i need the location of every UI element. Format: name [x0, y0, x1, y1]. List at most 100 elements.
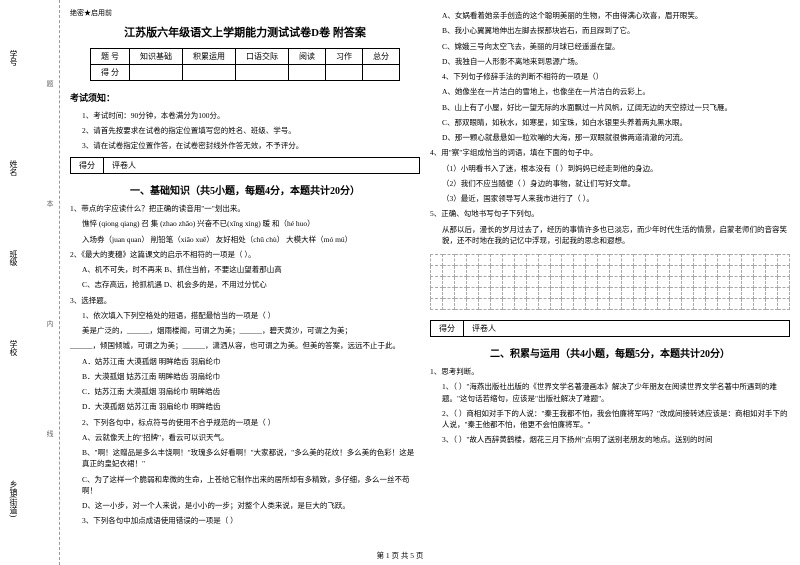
grid-cell — [502, 277, 514, 288]
th-5: 习作 — [326, 49, 363, 65]
grid-cell — [658, 299, 670, 310]
grid-cell — [717, 299, 729, 310]
r3: C、嫦娥三号向太空飞去，美丽的月球已经遥遥在望。 — [442, 41, 790, 52]
grid-cell — [622, 266, 634, 277]
grid-cell — [741, 255, 753, 266]
grid-cell — [490, 266, 502, 277]
grid-cell — [646, 277, 658, 288]
grid-cell — [538, 277, 550, 288]
grid-cell — [514, 277, 526, 288]
writing-grid — [430, 254, 790, 310]
grid-cell — [646, 299, 658, 310]
r2: B、我小心翼翼地伸出左脚去探那块岩石，而且踩到了它。 — [442, 25, 790, 36]
grid-cell — [729, 255, 741, 266]
q2-a: A、机不可失，时不再来 B、抓住当前，不要这山望着那山高 — [82, 264, 420, 275]
rating-box-1: 得分 评卷人 — [70, 157, 420, 174]
r1: A、女娲看着她亲手创造的这个聪明美丽的生物，不由得满心欢喜，眉开眼笑。 — [442, 10, 790, 21]
q3-2b: B、"啊！这赠品是多么丰饶啊！"玫瑰多么好看啊！"大家都说，"多么美的花纹！多么… — [82, 447, 420, 470]
grid-cell — [478, 277, 490, 288]
r4b: B、山上有了小屋，好比一望无际的水面飘过一片风帆，辽阔无边的天空掠过一只飞雁。 — [442, 102, 790, 113]
binding-sidebar: 学号 姓名 班级 学校 乡镇(街道) 题 本 内 线 — [0, 0, 60, 565]
q5-stem: 4、用"察"字组成恰当的词语，填在下面的句子中。 — [430, 147, 790, 158]
grid-cell — [466, 277, 478, 288]
q2-stem: 2、《最大的麦穗》这篇课文的启示不相符的一项是（ ）。 — [70, 249, 420, 260]
grid-cell — [682, 299, 694, 310]
label-xuexiao: 学校 — [8, 340, 19, 356]
th-4: 阅读 — [289, 49, 326, 65]
table-row: 得 分 — [91, 65, 400, 81]
left-column: 绝密★启用前 江苏版六年级语文上学期能力测试试卷D卷 附答案 题 号 知识基础 … — [70, 8, 420, 529]
sec2-q1a: 1、（ ）"海燕出版社出版的《世界文学名著漫画本》解决了少年朋友在阅读世界文学名… — [442, 381, 790, 404]
grid-cell — [729, 288, 741, 299]
grid-cell — [717, 288, 729, 299]
section2-title: 二、积累与运用（共4小题，每题5分，本题共计20分） — [430, 345, 790, 360]
grid-cell — [431, 288, 443, 299]
grid-cell — [490, 299, 502, 310]
right-column: A、女娲看着她亲手创造的这个聪明美丽的生物，不由得满心欢喜，眉开眼笑。 B、我小… — [430, 8, 790, 448]
grid-cell — [765, 255, 777, 266]
sec2-q1-stem: 1、思考判断。 — [430, 366, 790, 377]
grid-cell — [466, 266, 478, 277]
q3-2a: A、云就像天上的"招牌"，看云可以识天气。 — [82, 432, 420, 443]
grid-cell — [753, 299, 765, 310]
rating-b2: 评卷人 — [464, 321, 504, 336]
q6-stem: 5、正确、勾地书写句子下列句。 — [430, 208, 790, 219]
grid-cell — [442, 266, 454, 277]
q3-d: D．大漠孤烟 姑苏江南 羽扇纶巾 明眸皓齿 — [82, 401, 420, 412]
grid-cell — [765, 266, 777, 277]
grid-cell — [682, 266, 694, 277]
grid-cell — [634, 255, 646, 266]
grid-cell — [741, 277, 753, 288]
rating-box-2: 得分 评卷人 — [430, 320, 790, 337]
grid-cell — [658, 288, 670, 299]
grid-cell — [753, 288, 765, 299]
grid-cell — [705, 299, 717, 310]
q4-stem: 4、下列句子修辞手法的判断不相符的一项是（） — [442, 71, 790, 82]
q3-2d: D、这一小步，对一个人来说，是小小的一步；对整个人类来说，是巨大的飞跃。 — [82, 500, 420, 511]
grid-cell — [454, 288, 466, 299]
r4: D、我独自一人形影不离地来到思源广场。 — [442, 56, 790, 67]
grid-cell — [550, 255, 562, 266]
grid-cell — [514, 255, 526, 266]
grid-cell — [526, 277, 538, 288]
grid-cell — [634, 288, 646, 299]
grid-cell — [670, 266, 682, 277]
q3-sub1: 1、依次填入下列空格处的短语，搭配最恰当的一项是（ ） — [82, 310, 420, 321]
grid-cell — [478, 266, 490, 277]
notice-head: 考试须知： — [70, 91, 420, 104]
grid-cell — [442, 277, 454, 288]
q1-stem: 1、带点的字应读什么？把正确的读音用"一"划出来。 — [70, 203, 420, 214]
grid-cell — [466, 299, 478, 310]
grid-cell — [705, 288, 717, 299]
q3-stem: 3、选择题。 — [70, 295, 420, 306]
r5b: （2）我们不应当随便（ ）身边的事物，就让们写好文章。 — [442, 178, 790, 189]
grid-cell — [670, 277, 682, 288]
grid-cell — [454, 277, 466, 288]
grid-cell — [454, 255, 466, 266]
grid-cell — [586, 299, 598, 310]
grid-cell — [717, 255, 729, 266]
row2-label: 得 分 — [91, 65, 130, 81]
grid-cell — [442, 255, 454, 266]
grid-cell — [741, 299, 753, 310]
page-footer: 第 1 页 共 5 页 — [0, 550, 800, 561]
grid-cell — [562, 288, 574, 299]
grid-cell — [562, 255, 574, 266]
grid-cell — [777, 255, 789, 266]
grid-cell — [622, 277, 634, 288]
fold-char-1: 题 — [45, 80, 55, 95]
grid-cell — [526, 266, 538, 277]
grid-cell — [753, 266, 765, 277]
grid-cell — [502, 255, 514, 266]
label-xingming: 姓名 — [8, 160, 19, 176]
r5a: （1）小明看书入了迷，根本没有（ ）到妈妈已经走到他的身边。 — [442, 163, 790, 174]
grid-cell — [693, 277, 705, 288]
grid-cell — [670, 255, 682, 266]
grid-cell — [741, 288, 753, 299]
grid-cell — [478, 255, 490, 266]
grid-cell — [574, 277, 586, 288]
th-2: 积累运用 — [183, 49, 236, 65]
grid-cell — [502, 288, 514, 299]
grid-cell — [777, 299, 789, 310]
q2-b: C、志存高远，抢抓机遇 D、机会多的是，不用过分忧心 — [82, 279, 420, 290]
